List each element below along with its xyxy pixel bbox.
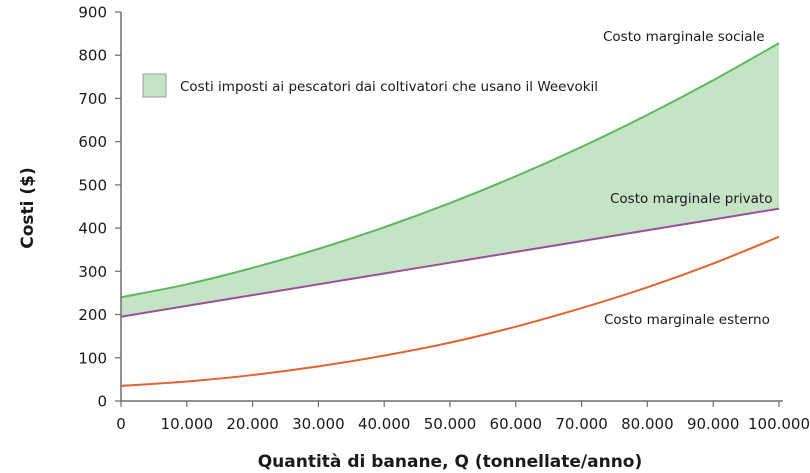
- x-tick-label: 60.000: [490, 415, 543, 433]
- y-tick-label: 800: [78, 47, 107, 65]
- social-marginal-cost-curve: [120, 42, 780, 299]
- curves: [120, 42, 780, 387]
- x-tick-label: 80.000: [621, 415, 674, 433]
- label-external-marginal-cost: Costo marginale esterno: [604, 312, 770, 328]
- legend: Costi imposti ai pescatori dai coltivato…: [142, 73, 598, 98]
- x-tick-label: 50.000: [424, 415, 477, 433]
- axes: 0 100 200 300 400 500 600 700 800 900 0 10.000 20.00…: [78, 4, 810, 434]
- private-marginal-cost-curve: [120, 207, 780, 318]
- x-tick-label: 0: [116, 415, 126, 433]
- y-tick-label: 200: [78, 306, 107, 324]
- y-tick-label: 900: [78, 4, 107, 22]
- x-tick-label: 10.000: [161, 415, 214, 433]
- y-tick-label: 500: [78, 176, 107, 194]
- external-marginal-cost-curve: [120, 235, 780, 387]
- label-private-marginal-cost: Costo marginale privato: [610, 191, 772, 207]
- y-tick-label: 0: [97, 393, 107, 411]
- y-tick-label: 400: [78, 220, 107, 238]
- legend-text: Costi imposti ai pescatori dai coltivato…: [180, 79, 598, 95]
- x-tick-label: 70.000: [555, 415, 608, 433]
- y-tick-label: 100: [78, 349, 107, 367]
- x-tick-label: 90.000: [687, 415, 740, 433]
- x-tick-label: 100.000: [748, 415, 810, 433]
- y-axis-title: Costi ($): [18, 167, 38, 249]
- x-tick-label: 40.000: [358, 415, 411, 433]
- label-social-marginal-cost: Costo marginale sociale: [603, 29, 765, 45]
- y-tick-label: 700: [78, 90, 107, 108]
- x-tick-label: 30.000: [292, 415, 345, 433]
- x-tick-label: 20.000: [226, 415, 279, 433]
- legend-swatch: [142, 73, 167, 98]
- y-tick-label: 300: [78, 263, 107, 281]
- x-axis-title: Quantità di banane, Q (tonnellate/anno): [258, 452, 643, 472]
- y-tick-label: 600: [78, 133, 107, 151]
